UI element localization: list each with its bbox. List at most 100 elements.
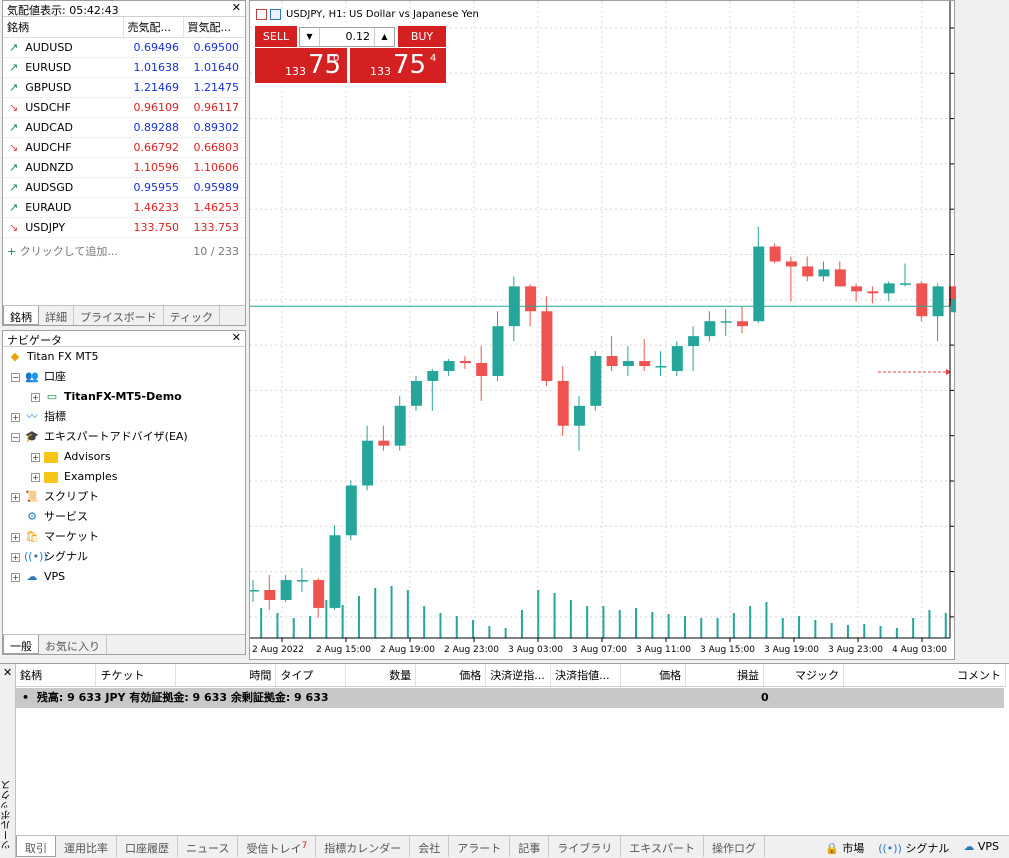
one-click-trading-panel: SELL ▼ 0.12 ▲ BUY 133 75 0 133 75 4 [255, 26, 446, 83]
toolbox-tab-10[interactable]: エキスパート [621, 836, 704, 857]
tree-indicators[interactable]: + 〰指標 [7, 407, 245, 427]
col-2[interactable]: 時間 [175, 664, 277, 687]
arrow-up-icon: ↗ [9, 40, 19, 54]
col-1[interactable]: チケット [95, 664, 177, 687]
balance-row[interactable]: • 残高: 9 633 JPY 有効証拠金: 9 633 余剰証拠金: 9 63… [16, 688, 1004, 708]
tree-experts[interactable]: − 🎓 エキスパートアドバイザ(EA) [7, 427, 245, 447]
toolbox-tab-7[interactable]: アラート [449, 836, 511, 857]
expand-icon[interactable]: + [11, 492, 20, 502]
sell-label-button[interactable]: SELL [255, 26, 297, 47]
market-watch-row[interactable]: ↗ GBPUSD 1.21469 1.21475 [3, 77, 245, 98]
volume-down-icon[interactable]: ▼ [300, 28, 320, 46]
tab-0[interactable]: 一般 [3, 635, 39, 654]
market-watch-row[interactable]: ↗ AUDSGD 0.95955 0.95989 [3, 177, 245, 198]
expand-icon[interactable]: + [11, 552, 20, 562]
col-6[interactable]: 決済逆指... [485, 664, 552, 687]
buy-price-button[interactable]: 133 75 4 [350, 48, 446, 83]
candle-body [753, 246, 765, 322]
market-watch-row[interactable]: ↘ USDJPY 133.750 133.753 [3, 217, 245, 238]
tree-services[interactable]: ⚙ サービス [7, 507, 245, 527]
tree-accounts[interactable]: − 👥 口座 [7, 367, 245, 387]
market-watch-row[interactable]: ↘ USDCHF 0.96109 0.96117 [3, 97, 245, 118]
expand-icon[interactable]: + [11, 572, 20, 582]
close-icon[interactable]: ✕ [3, 666, 13, 679]
bid-cell: 133.750 [123, 217, 183, 238]
col-0[interactable]: 銘柄 [16, 664, 97, 687]
tree-examples[interactable]: + Examples [7, 467, 245, 487]
toolbox-tab-8[interactable]: 記事 [510, 836, 550, 857]
col-7[interactable]: 決済指値... [550, 664, 622, 687]
status-item-2[interactable]: ☁ VPS [963, 840, 999, 853]
tab-3[interactable]: ティック [164, 306, 221, 325]
status-bar: 🔒 市場 ((•)) シグナル ☁ VPS [815, 836, 1009, 857]
tree-account-demo[interactable]: + ▭ TitanFX-MT5-Demo [7, 387, 245, 407]
add-symbol-row[interactable]: + クリックして追加... 10 / 233 [7, 243, 241, 261]
tab-2[interactable]: プライスボード [74, 306, 164, 325]
toolbox-tab-3[interactable]: ニュース [178, 836, 239, 857]
volume-up-icon[interactable]: ▲ [374, 28, 394, 46]
toolbox-tab-2[interactable]: 口座履歴 [117, 836, 178, 857]
market-watch-row[interactable]: ↗ AUDUSD 0.69496 0.69500 [3, 37, 245, 58]
col-symbol[interactable]: 銘柄 [3, 17, 123, 38]
market-watch-row[interactable]: ↗ AUDNZD 1.10596 1.10606 [3, 157, 245, 178]
toolbox-tab-6[interactable]: 会社 [410, 836, 450, 857]
expand-icon[interactable]: + [31, 452, 40, 462]
toolbox-tab-11[interactable]: 操作ログ [704, 836, 765, 857]
toolbox-tab-label: エキスパート [629, 842, 695, 855]
candle-body [737, 321, 748, 327]
col-5[interactable]: 価格 [415, 664, 487, 687]
tree-account-name: TitanFX-MT5-Demo [64, 390, 182, 403]
col-9[interactable]: 損益 [685, 664, 765, 687]
tab-1[interactable]: 詳細 [39, 306, 74, 325]
tree-root[interactable]: ◆ Titan FX MT5 [7, 347, 245, 367]
col-11[interactable]: コメント [843, 664, 1006, 687]
status-item-1[interactable]: ((•)) シグナル [878, 840, 949, 855]
sell-price-button[interactable]: 133 75 0 [255, 48, 347, 83]
tree-vps[interactable]: + ☁ VPS [7, 567, 245, 587]
volume-value[interactable]: 0.12 [345, 30, 371, 43]
tree-scripts[interactable]: + 📜 スクリプト [7, 487, 245, 507]
collapse-icon[interactable]: − [11, 432, 20, 442]
close-icon[interactable]: ✕ [231, 1, 241, 14]
toolbox-tab-0[interactable]: 取引 [16, 836, 56, 857]
expand-icon[interactable]: + [31, 472, 40, 482]
col-bid[interactable]: 売気配... [122, 17, 183, 38]
market-watch-row[interactable]: ↗ EURUSD 1.01638 1.01640 [3, 57, 245, 78]
tree-advisors-label: Advisors [64, 450, 111, 463]
col-3[interactable]: タイプ [275, 664, 347, 687]
col-4[interactable]: 数量 [345, 664, 417, 687]
expand-icon[interactable]: + [11, 412, 20, 422]
shopping-bag-icon: 🛍 [25, 530, 39, 543]
tab-0[interactable]: 銘柄 [3, 306, 39, 325]
market-watch-row[interactable]: ↘ AUDCHF 0.66792 0.66803 [3, 137, 245, 158]
toolbox-tab-9[interactable]: ライブラリ [549, 836, 622, 857]
symbol-cell: ↗ GBPUSD [3, 77, 123, 98]
col-ask[interactable]: 買気配... [182, 17, 245, 38]
col-8[interactable]: 価格 [620, 664, 687, 687]
chart-svg[interactable]: 136.545136.090135.635135.180134.725134.2… [250, 1, 956, 661]
tree-market[interactable]: + 🛍 マーケット [7, 527, 245, 547]
collapse-icon[interactable]: − [11, 372, 20, 382]
tab-1[interactable]: お気に入り [39, 635, 107, 654]
toolbox-tab-4[interactable]: 受信トレイ7 [238, 836, 317, 857]
status-item-0[interactable]: 🔒 市場 [825, 840, 864, 855]
tree-scripts-label: スクリプト [44, 490, 99, 503]
tree-signals[interactable]: + ((•))シグナル [7, 547, 245, 567]
col-10[interactable]: マジック [763, 664, 845, 687]
close-icon[interactable]: ✕ [231, 331, 241, 344]
candle-body [671, 346, 683, 371]
market-watch-row[interactable]: ↗ AUDCAD 0.89288 0.89302 [3, 117, 245, 138]
buy-price-sup: 4 [430, 53, 437, 64]
chart-window[interactable]: 136.545136.090135.635135.180134.725134.2… [249, 0, 956, 661]
toolbox-tab-label: 操作ログ [711, 842, 756, 855]
toolbox-tab-5[interactable]: 指標カレンダー [316, 836, 411, 857]
market-watch-row[interactable]: ↗ EURAUD 1.46233 1.46253 [3, 197, 245, 218]
expand-icon[interactable]: + [11, 532, 20, 542]
ask-cell: 0.89302 [183, 117, 245, 138]
expand-icon[interactable]: + [31, 392, 40, 402]
buy-label-button[interactable]: BUY [398, 26, 446, 47]
toolbox-side: ✕ ツールボックス [0, 664, 16, 858]
tree-advisors[interactable]: + Advisors [7, 447, 245, 467]
toolbox-tab-1[interactable]: 運用比率 [56, 836, 117, 857]
volume-spinner[interactable]: ▼ 0.12 ▲ [299, 27, 395, 47]
